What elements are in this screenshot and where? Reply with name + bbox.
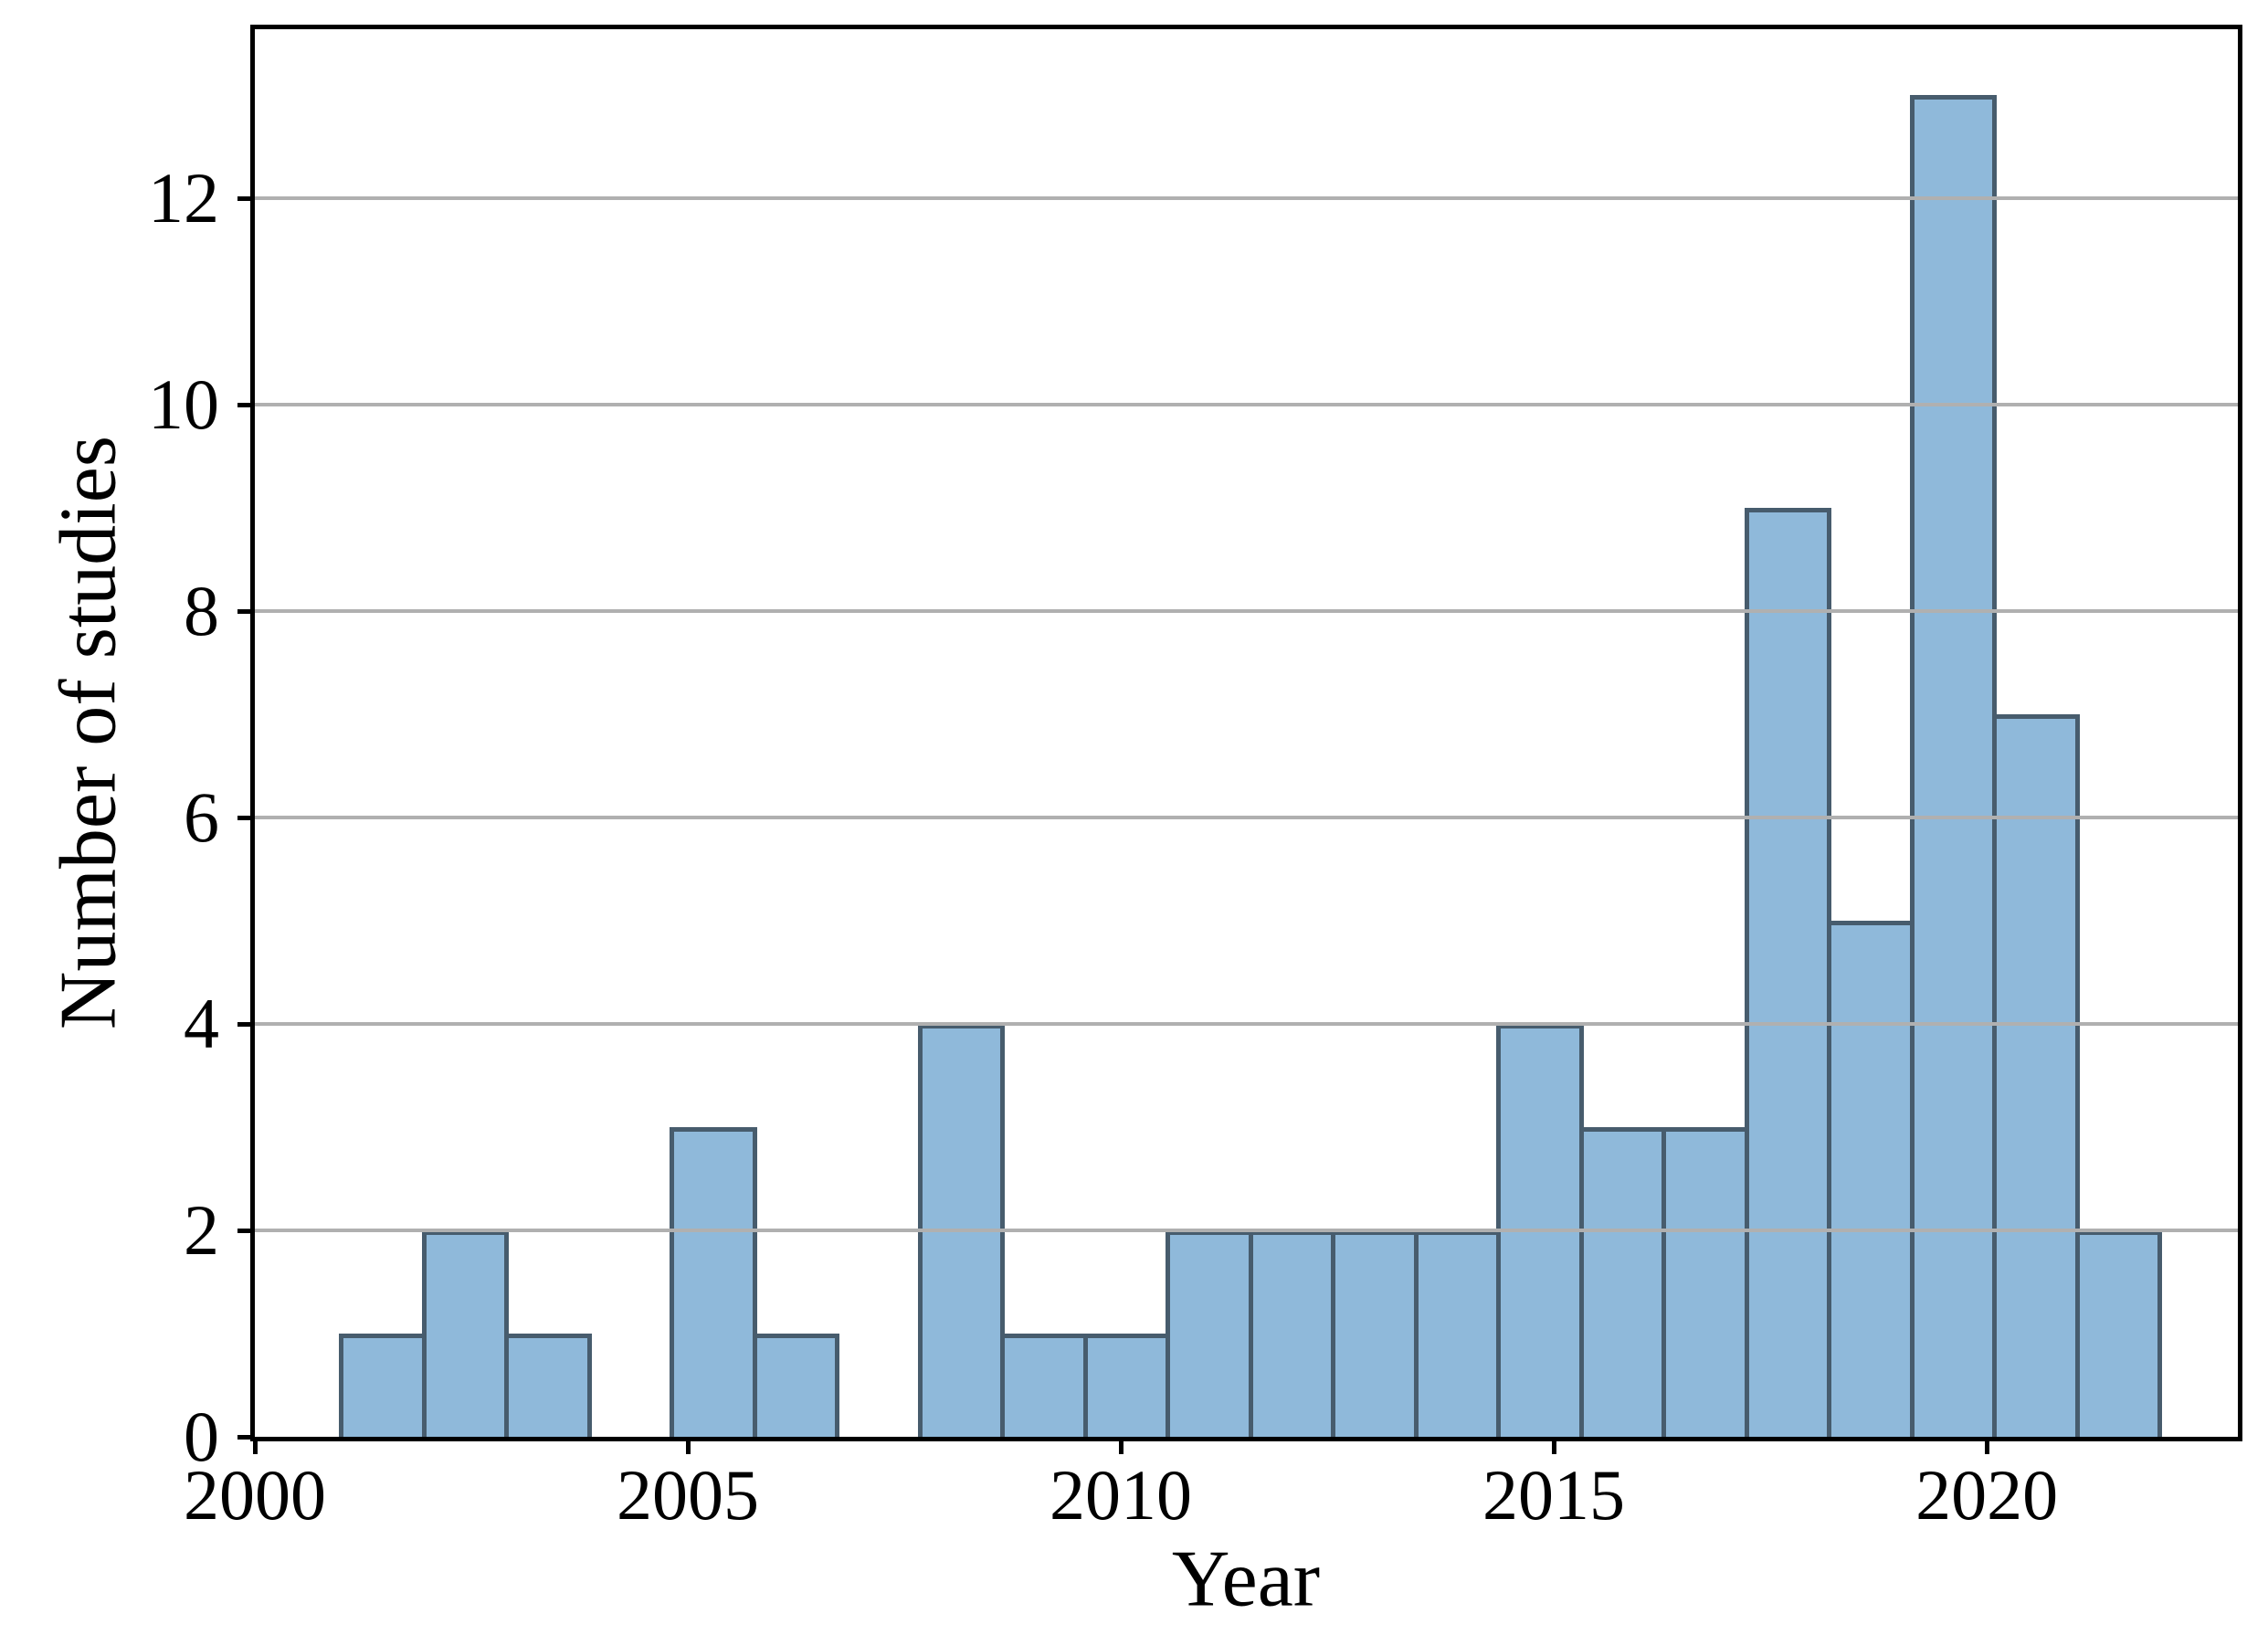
bar	[1166, 1230, 1253, 1437]
x-tick	[1118, 1437, 1123, 1454]
gridline	[255, 609, 2238, 614]
y-tick	[237, 195, 255, 201]
y-tick	[237, 402, 255, 407]
y-tick	[237, 815, 255, 820]
y-tick	[237, 608, 255, 614]
bar	[1413, 1230, 1502, 1437]
bar	[504, 1334, 592, 1437]
bar	[339, 1334, 427, 1437]
x-tick-label: 2000	[184, 1455, 326, 1535]
x-tick	[685, 1437, 691, 1454]
bar	[1000, 1334, 1088, 1437]
x-tick-label: 2005	[617, 1455, 760, 1535]
x-tick-label: 2020	[1915, 1455, 2059, 1535]
bar	[1082, 1334, 1171, 1437]
gridline	[255, 403, 2238, 407]
y-axis-label: Number of studies	[44, 435, 133, 1030]
y-tick-label: 6	[184, 777, 219, 858]
y-tick	[237, 1228, 255, 1233]
y-tick-label: 10	[148, 364, 219, 445]
bar	[1661, 1127, 1749, 1437]
bar	[1331, 1230, 1419, 1437]
y-tick-label: 0	[184, 1397, 219, 1476]
bar	[1578, 1127, 1667, 1437]
y-tick	[237, 1434, 255, 1440]
gridline	[255, 816, 2238, 820]
bar	[1909, 95, 1998, 1437]
y-tick-label: 12	[148, 158, 219, 238]
bar	[752, 1334, 840, 1437]
gridline	[255, 1022, 2238, 1027]
y-tick	[237, 1021, 255, 1027]
x-axis-label: Year	[1171, 1535, 1321, 1624]
bar	[1744, 508, 1832, 1437]
bar	[1827, 921, 1915, 1437]
y-tick-label: 2	[184, 1190, 219, 1271]
gridline	[255, 196, 2238, 201]
gridline	[255, 1229, 2238, 1233]
y-tick-label: 4	[184, 984, 219, 1064]
bar	[670, 1127, 757, 1437]
bar	[421, 1230, 510, 1437]
plot-area	[250, 25, 2242, 1441]
bar	[2074, 1230, 2163, 1437]
x-tick	[252, 1437, 258, 1454]
bar	[1992, 714, 2080, 1437]
y-tick-label: 8	[184, 571, 219, 651]
x-tick	[1984, 1437, 1989, 1454]
x-tick-label: 2010	[1050, 1455, 1193, 1535]
bar	[1248, 1230, 1336, 1437]
x-tick-label: 2015	[1482, 1455, 1626, 1535]
x-tick	[1551, 1437, 1556, 1454]
